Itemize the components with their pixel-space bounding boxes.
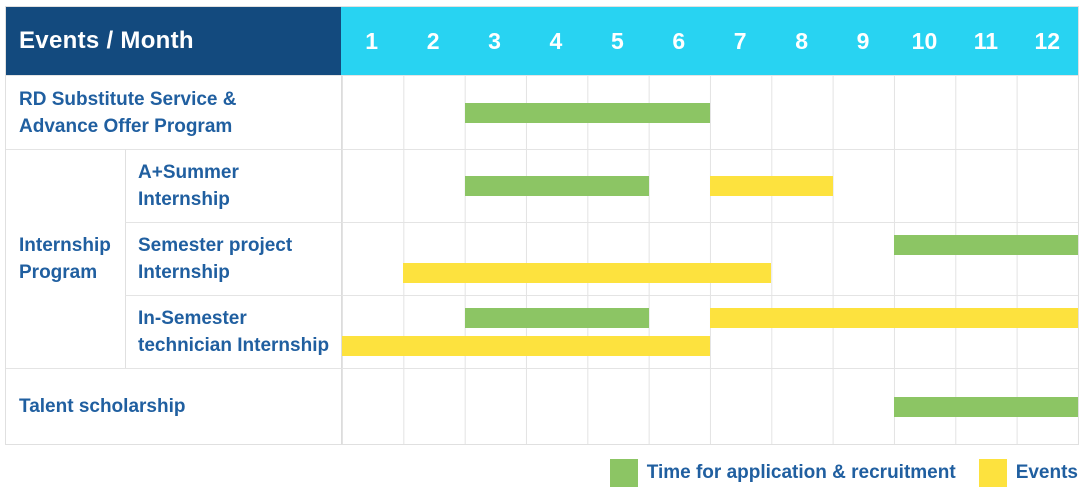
in-semester-technician-internship-bar-yellow-3 — [342, 336, 710, 356]
talent-scholarship-timeline — [341, 368, 1078, 444]
label-line: RD Substitute Service & — [19, 88, 237, 110]
month-header-7: 7 — [709, 7, 771, 75]
month-header-6: 6 — [648, 7, 710, 75]
month-header-8: 8 — [770, 7, 833, 75]
legend-label-yellow: Events — [1015, 462, 1078, 483]
semester-project-internship-label: Semester project Internship — [125, 222, 341, 295]
table-header-title: Events / Month — [6, 7, 341, 75]
legend-swatch-yellow-icon — [978, 459, 1007, 487]
label-line: Advance Offer Program — [19, 115, 233, 137]
a-plus-summer-internship-label: A+Summer Internship — [125, 149, 341, 222]
month-header-9: 9 — [832, 7, 894, 75]
month-header-12: 12 — [1016, 7, 1078, 75]
rd-substitute-service-timeline — [341, 75, 1078, 149]
month-header-10: 10 — [893, 7, 956, 75]
rd-substitute-service-label: RD Substitute Service & Advance Offer Pro… — [6, 75, 341, 149]
a-plus-summer-internship-bar-yellow-2 — [710, 176, 833, 196]
legend-item-yellow: Events — [978, 459, 1078, 487]
semester-project-internship-timeline — [341, 222, 1078, 295]
label-line: Program — [19, 262, 98, 283]
legend: Time for application & recruitment Events — [587, 458, 1078, 488]
label-line: A+Summer — [138, 162, 239, 183]
legend-item-green: Time for application & recruitment — [609, 459, 956, 487]
label-line: Internship — [19, 235, 111, 256]
month-header-2: 2 — [402, 7, 464, 75]
legend-swatch-green-icon — [609, 459, 638, 487]
month-header-4: 4 — [525, 7, 587, 75]
month-header-3: 3 — [463, 7, 526, 75]
month-header-11: 11 — [955, 7, 1017, 75]
in-semester-technician-internship-timeline — [341, 295, 1078, 368]
label-line: Semester project — [138, 235, 293, 256]
in-semester-technician-internship-label: In-Semester technician Internship — [125, 295, 341, 368]
semester-project-internship-bar-green-1 — [894, 235, 1078, 255]
label-line: Talent scholarship — [19, 396, 186, 417]
a-plus-summer-internship-timeline — [341, 149, 1078, 222]
legend-label-green: Time for application & recruitment — [646, 462, 956, 483]
month-header-5: 5 — [586, 7, 649, 75]
a-plus-summer-internship-bar-green-1 — [464, 176, 649, 196]
talent-scholarship-bar-green-1 — [894, 396, 1078, 417]
internship-program-group-label: Internship Program — [6, 149, 125, 368]
label-line: Internship — [138, 262, 230, 283]
label-line: technician Internship — [138, 335, 330, 356]
in-semester-technician-internship-bar-green-1 — [464, 308, 649, 328]
schedule-table: Events / Month 1 2 3 4 5 6 7 8 9 10 11 12 Internship… — [5, 6, 1079, 445]
label-line: In-Semester — [138, 308, 247, 329]
semester-project-internship-bar-yellow-2 — [403, 263, 772, 283]
rd-substitute-service-bar-green-1 — [464, 102, 710, 123]
talent-scholarship-label: Talent scholarship — [6, 368, 341, 444]
month-header-1: 1 — [341, 7, 403, 75]
in-semester-technician-internship-bar-yellow-2 — [710, 308, 1078, 328]
label-line: Internship — [138, 189, 230, 210]
